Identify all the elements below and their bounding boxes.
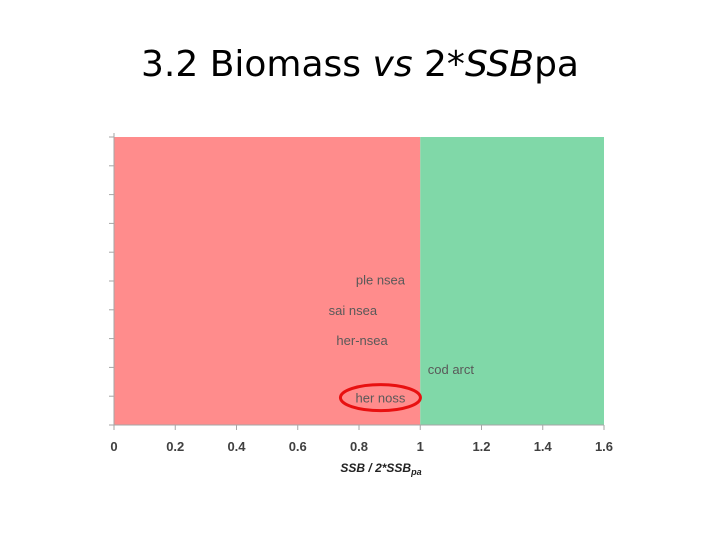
point-label-0: ple nsea <box>356 273 406 288</box>
x-tick-label-3: 0.6 <box>289 439 307 454</box>
slide-title: 3.2 Biomass vs 2*SSBpa <box>0 44 720 85</box>
highlight-layer <box>338 383 422 413</box>
point-label-1: sai nsea <box>329 303 378 318</box>
x-tick-label-8: 1.6 <box>595 439 613 454</box>
x-tick-label-5: 1 <box>417 439 424 454</box>
title-prefix: 3.2 Biomass <box>141 44 373 85</box>
title-vs: vs <box>372 44 413 85</box>
x-axis-label-sub: pa <box>410 467 422 477</box>
x-tick-label-6: 1.2 <box>472 439 490 454</box>
x-tick-label-4: 0.8 <box>350 439 368 454</box>
x-tick-label-2: 0.4 <box>227 439 246 454</box>
title-mid: 2* <box>412 44 465 85</box>
point-labels-layer: ple nsea sai nsea her-nsea cod arct her noss <box>329 273 475 406</box>
y-axis <box>109 133 115 426</box>
x-tick-label-0: 0 <box>110 439 117 454</box>
highlight-ellipse <box>338 383 422 413</box>
point-label-3: cod arct <box>428 362 475 377</box>
x-axis-label: SSB / 2*SSBpa <box>340 461 421 477</box>
x-tick-label-7: 1.4 <box>534 439 553 454</box>
region-layer <box>114 137 604 425</box>
x-tick-label-1: 0.2 <box>166 439 184 454</box>
x-axis-label-main: SSB / 2*SSB <box>340 461 411 475</box>
point-label-2: her-nsea <box>336 333 388 348</box>
x-axis: 0 0.2 0.4 0.6 0.8 1 1.2 1.4 1.6 <box>110 424 613 454</box>
region-0 <box>114 137 421 425</box>
point-label-4: her noss <box>356 391 406 406</box>
title-suffix: pa <box>534 44 579 85</box>
region-1 <box>420 137 604 425</box>
title-ssb: SSB <box>464 44 535 85</box>
